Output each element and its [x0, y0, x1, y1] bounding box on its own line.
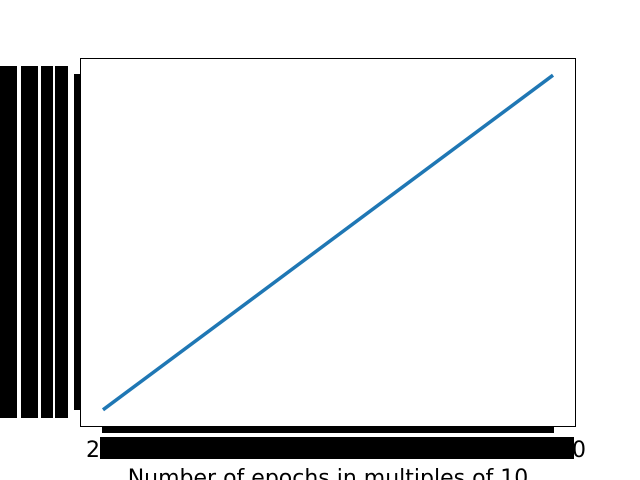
y-tick-marks — [74, 74, 80, 410]
y-tick-label-gap — [53, 66, 55, 418]
x-tick-label-last: 0 — [572, 438, 586, 463]
y-tick-label-mass — [0, 66, 68, 418]
x-tick-label-first: 2 — [86, 438, 100, 463]
y-tick-label-block — [0, 66, 68, 418]
x-tick-marks — [102, 427, 554, 433]
x-tick-label-mass — [100, 437, 574, 459]
y-tick-label-gap — [38, 66, 41, 418]
axes-frame — [80, 58, 576, 427]
series-line — [101, 73, 555, 412]
x-axis-label: Number of epochs in multiples of 10 — [128, 466, 529, 480]
y-tick-label-gap — [17, 66, 21, 418]
